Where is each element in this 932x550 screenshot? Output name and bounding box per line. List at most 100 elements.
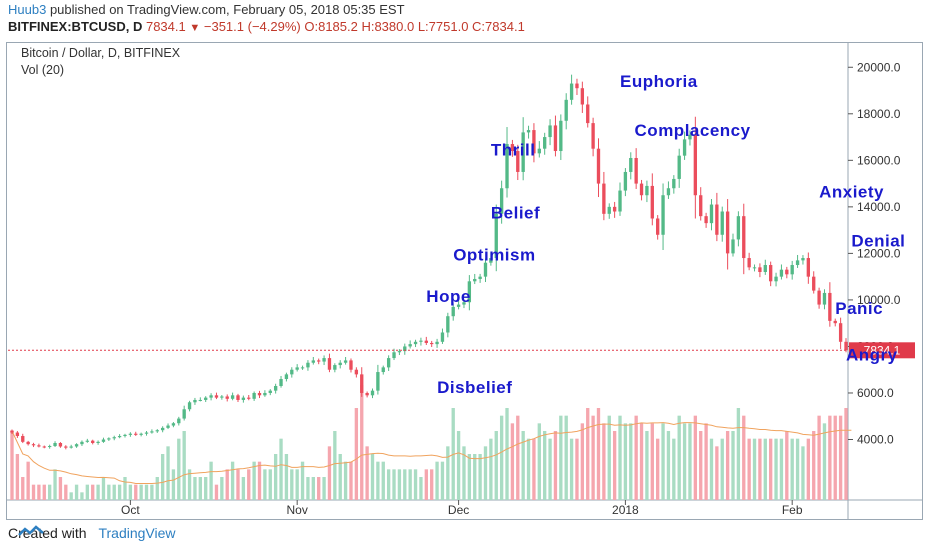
volume-bar xyxy=(569,438,574,500)
candle-body xyxy=(650,185,654,219)
candle-body xyxy=(634,158,638,184)
candle-body xyxy=(117,436,122,438)
candle-body xyxy=(230,395,235,399)
tradingview-link[interactable]: TradingView xyxy=(98,525,176,541)
candle-body xyxy=(204,397,208,400)
candle-body xyxy=(10,430,14,433)
volume-bar xyxy=(21,477,25,500)
candle-body xyxy=(376,372,380,391)
chart-frame xyxy=(6,42,923,520)
phase-label: Belief xyxy=(491,203,540,222)
volume-bar xyxy=(446,446,450,500)
y-tick-label: 14000.0 xyxy=(857,200,901,214)
volume-bar xyxy=(182,431,186,500)
volume-bar xyxy=(322,477,326,500)
candle-body xyxy=(553,125,558,152)
volume-ma-line xyxy=(11,422,852,484)
volume-bar xyxy=(96,484,100,500)
candle-body xyxy=(591,123,595,149)
candle-body xyxy=(478,276,482,279)
candle-body xyxy=(548,125,552,138)
volume-bar xyxy=(47,484,52,500)
volume-bar xyxy=(198,477,202,500)
candle-body xyxy=(317,360,321,362)
volume-bar xyxy=(618,415,622,500)
candle-body xyxy=(473,278,477,282)
candle-body xyxy=(569,83,574,100)
candle-body xyxy=(225,396,229,399)
volume-bar xyxy=(230,461,235,500)
phase-label: Complacency xyxy=(635,121,751,140)
candle-body xyxy=(639,183,644,196)
volume-bar xyxy=(645,431,649,500)
candle-body xyxy=(758,267,762,272)
candle-body xyxy=(720,211,724,235)
volume-bar xyxy=(365,446,369,500)
volume-bar xyxy=(397,469,402,500)
volume-bar xyxy=(392,469,396,500)
x-tick-label: Oct xyxy=(121,503,140,517)
volume-bar xyxy=(155,477,159,500)
candle-body xyxy=(661,195,665,235)
volume-bar xyxy=(537,423,541,500)
volume-bar xyxy=(769,438,773,500)
candle-body xyxy=(467,281,472,303)
volume-bar xyxy=(688,423,692,500)
publish-line: Huub3 published on TradingView.com, Febr… xyxy=(8,2,405,17)
volume-bar xyxy=(386,469,391,500)
candle-body xyxy=(134,433,138,435)
candle-body xyxy=(397,351,402,353)
candle-body xyxy=(602,183,606,214)
chart-title: Bitcoin / Dollar, D, BITFINEX xyxy=(21,46,181,60)
candle-body xyxy=(543,137,547,149)
candle-body xyxy=(123,434,127,437)
volume-bar xyxy=(193,477,197,500)
candle-body xyxy=(220,396,224,398)
phase-label: Denial xyxy=(851,231,905,250)
candle-body xyxy=(187,402,192,410)
candle-body xyxy=(564,99,568,121)
author-link[interactable]: Huub3 xyxy=(8,2,47,17)
candle-body xyxy=(499,188,504,214)
volume-bar xyxy=(838,415,843,500)
volume-bar xyxy=(10,431,14,500)
volume-bar xyxy=(241,477,246,500)
candle-body xyxy=(214,395,219,398)
candle-body xyxy=(91,440,95,443)
y-tick-label: 4000.0 xyxy=(857,433,894,447)
candle-body xyxy=(144,432,149,434)
candle-body xyxy=(677,155,681,179)
volume-bar xyxy=(419,477,423,500)
candle-body xyxy=(505,144,509,189)
candle-body xyxy=(704,216,708,224)
volume-bar xyxy=(306,477,310,500)
candle-body xyxy=(618,190,622,212)
volume-bar xyxy=(473,454,477,500)
volume-bar xyxy=(91,484,95,500)
candle-body xyxy=(80,441,84,445)
volume-bar xyxy=(742,415,746,500)
volume-bar xyxy=(273,454,278,500)
volume-bar xyxy=(548,438,552,500)
volume-bar xyxy=(171,469,176,500)
volume-legend: Vol (20) xyxy=(21,63,65,77)
candle-body xyxy=(682,139,687,156)
volume-bar xyxy=(543,431,547,500)
volume-bar xyxy=(790,438,794,500)
volume-bar xyxy=(709,438,714,500)
volume-bar xyxy=(758,438,762,500)
volume-bar xyxy=(666,431,671,500)
volume-bar xyxy=(634,415,638,500)
candle-body xyxy=(623,171,628,191)
candle-body xyxy=(483,262,488,277)
volume-bar xyxy=(736,408,741,500)
candle-body xyxy=(596,148,601,184)
phase-label: Hope xyxy=(426,287,471,306)
volume-bar xyxy=(53,469,57,500)
candle-body xyxy=(526,130,531,133)
candle-body xyxy=(177,418,181,424)
y-tick-label: 12000.0 xyxy=(857,246,901,260)
candle-body xyxy=(693,134,698,196)
candle-body xyxy=(150,431,154,433)
